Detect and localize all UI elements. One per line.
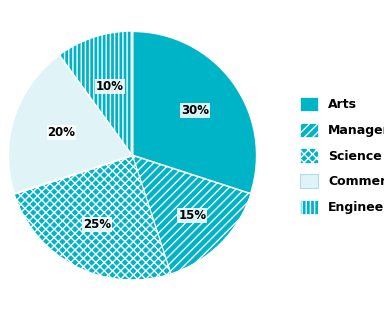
- Legend: Arts, Management, Science, Commerce, Engineering: Arts, Management, Science, Commerce, Eng…: [300, 97, 384, 214]
- Text: 15%: 15%: [178, 209, 206, 222]
- Text: 30%: 30%: [181, 104, 209, 117]
- Wedge shape: [8, 55, 132, 194]
- Wedge shape: [60, 31, 132, 156]
- Wedge shape: [132, 31, 257, 194]
- Text: 20%: 20%: [48, 126, 76, 139]
- Text: 10%: 10%: [96, 80, 124, 93]
- Wedge shape: [14, 156, 171, 280]
- Wedge shape: [132, 156, 251, 274]
- Text: 25%: 25%: [83, 218, 111, 231]
